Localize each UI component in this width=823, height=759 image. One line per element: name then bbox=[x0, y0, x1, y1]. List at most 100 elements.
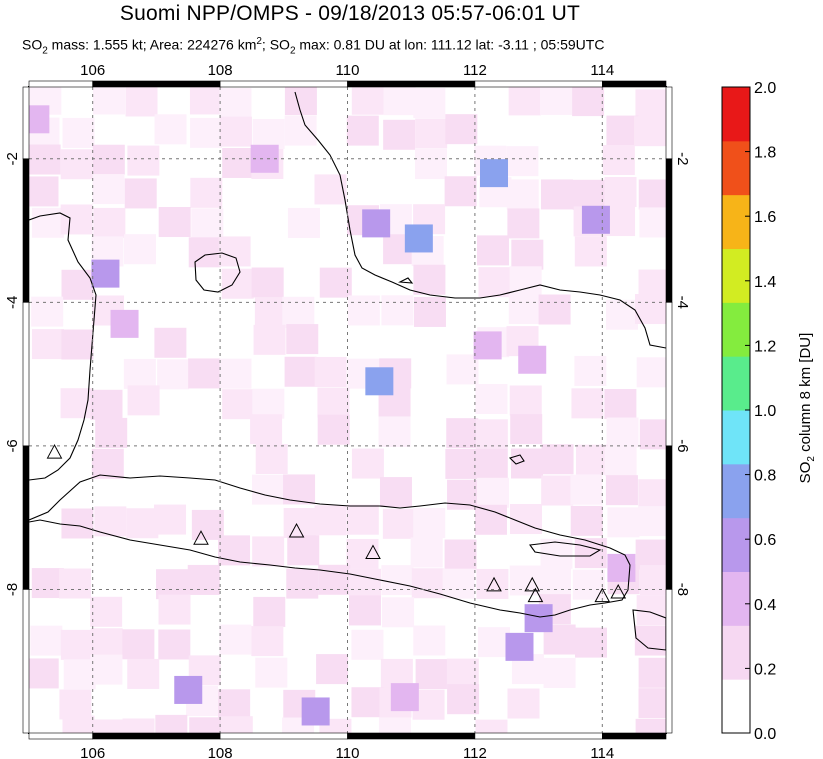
colorbar-swatch bbox=[722, 410, 750, 465]
so2-background-cell bbox=[93, 207, 126, 238]
so2-background-cell bbox=[219, 358, 252, 389]
triangle-icon bbox=[610, 583, 627, 599]
frame-band-lat bbox=[665, 302, 673, 447]
so2-background-cell bbox=[346, 538, 379, 569]
lon-tick-label: 106 bbox=[80, 745, 105, 759]
so2-background-cell bbox=[540, 179, 573, 210]
so2-background-cell bbox=[506, 146, 539, 177]
so2-background-cell bbox=[539, 87, 572, 115]
so2-background-cell bbox=[252, 119, 285, 150]
so2-background-cell bbox=[286, 324, 319, 355]
so2-background-cell bbox=[287, 207, 320, 238]
triangle-icon bbox=[594, 587, 611, 603]
so2-background-cell bbox=[123, 358, 156, 389]
so2-background-cell bbox=[639, 565, 666, 596]
colorbar-swatch bbox=[722, 463, 750, 519]
colorbar-tick-label: 0.4 bbox=[754, 597, 776, 614]
so2-background-cell bbox=[636, 595, 666, 626]
so2-background-cell bbox=[218, 236, 251, 267]
so2-cell bbox=[362, 209, 391, 238]
so2-background-cell bbox=[347, 295, 380, 326]
so2-background-cell bbox=[252, 536, 285, 567]
so2-background-cell bbox=[127, 385, 160, 416]
so2-background-cell bbox=[634, 116, 666, 147]
volcano-markers bbox=[46, 444, 627, 603]
coastline-karimun-islet bbox=[397, 277, 414, 284]
so2-background-cell bbox=[346, 115, 379, 146]
colorbar: 0.0 0.2 0.4 0.6 0.8 1.0 1.2 1.4 1.6 1.8 2.0 bbox=[721, 80, 776, 743]
so2-background-cell bbox=[511, 239, 544, 270]
so2-background-cell bbox=[379, 477, 412, 508]
so2-background-cell bbox=[255, 657, 288, 688]
so2-background-cell bbox=[30, 625, 63, 656]
so2-background-cell bbox=[414, 149, 447, 180]
map-subtitle: SO2 mass: 1.555 kt; Area: 224276 km2; SO… bbox=[22, 36, 604, 56]
so2-background-cell bbox=[154, 327, 187, 358]
so2-background-cell bbox=[636, 357, 666, 388]
so2-background-cell bbox=[351, 629, 384, 660]
so2-background-cell bbox=[255, 444, 288, 475]
so2-background-cell bbox=[506, 179, 539, 210]
lat-tick-label-left: -2 bbox=[4, 152, 21, 165]
so2-background-cell bbox=[92, 144, 125, 175]
so2-background-cell bbox=[382, 597, 415, 628]
lon-tick-label: 114 bbox=[590, 745, 614, 759]
lat-tick-label-left: -4 bbox=[4, 296, 21, 309]
so2-background-cell bbox=[510, 504, 543, 535]
so2-background-cell bbox=[604, 176, 637, 207]
so2-cell bbox=[480, 159, 509, 188]
so2-background-cell bbox=[446, 658, 479, 689]
so2-background-cell bbox=[188, 237, 221, 268]
so2-background-cell bbox=[570, 474, 603, 505]
so2-background-cell bbox=[413, 296, 446, 327]
coastline-madura bbox=[529, 541, 602, 557]
lon-tick-label: 114 bbox=[590, 62, 614, 79]
so2-background-cell bbox=[635, 89, 666, 120]
colorbar-tick-label: 0.6 bbox=[754, 532, 776, 549]
so2-background-cell bbox=[442, 568, 475, 599]
so2-background-cell bbox=[219, 88, 252, 119]
so2-background-cell bbox=[189, 87, 222, 115]
so2-background-cell bbox=[222, 147, 255, 178]
so2-background-cell bbox=[29, 144, 61, 175]
frame-band-lon bbox=[92, 80, 221, 88]
so2-background-cell bbox=[476, 235, 509, 266]
so2-background-cell bbox=[191, 208, 224, 239]
so2-background-cell bbox=[508, 87, 541, 116]
so2-cell bbox=[607, 553, 636, 582]
so2-background-cell bbox=[572, 87, 605, 117]
lon-tick-label: 112 bbox=[463, 62, 487, 79]
frame-band-lat bbox=[665, 445, 673, 590]
frame-band-lon bbox=[219, 80, 348, 88]
so2-background-cell bbox=[122, 629, 155, 660]
so2-background-cell bbox=[541, 444, 574, 475]
subtitle-mass-text: mass: 1.555 kt; Area: 224276 km bbox=[47, 36, 257, 53]
so2-background-cell bbox=[574, 538, 607, 569]
so2-background-cell bbox=[90, 596, 123, 627]
so2-background-cell bbox=[127, 145, 160, 176]
so2-background-cell bbox=[222, 389, 255, 420]
graticule-grid bbox=[29, 87, 666, 733]
so2-background-cell bbox=[474, 504, 507, 535]
so2-background-cell bbox=[92, 174, 125, 205]
so2-background-cell bbox=[253, 596, 286, 627]
so2-background-cell bbox=[381, 565, 414, 596]
so2-background-cell bbox=[445, 114, 478, 145]
so2-background-cell bbox=[219, 116, 252, 147]
frame-band-lon bbox=[219, 732, 348, 740]
so2-background-cell bbox=[314, 505, 347, 536]
so2-background-cell bbox=[383, 87, 416, 116]
lon-tick-label: 110 bbox=[336, 745, 360, 759]
subtitle-mass-sub: 2 bbox=[42, 45, 48, 57]
so2-background-cell bbox=[127, 658, 160, 689]
colorbar-swatch bbox=[722, 87, 750, 142]
so2-background-cell bbox=[383, 119, 416, 150]
coastline-belitung bbox=[194, 252, 241, 293]
so2-background-cell bbox=[638, 688, 666, 719]
so2-background-cell bbox=[415, 118, 448, 149]
so2-background-cell bbox=[351, 687, 384, 718]
so2-background-cell bbox=[606, 417, 639, 448]
so2-background-cell bbox=[446, 354, 479, 385]
so2-background-cell bbox=[189, 717, 222, 733]
so2-background-cell bbox=[478, 267, 511, 298]
